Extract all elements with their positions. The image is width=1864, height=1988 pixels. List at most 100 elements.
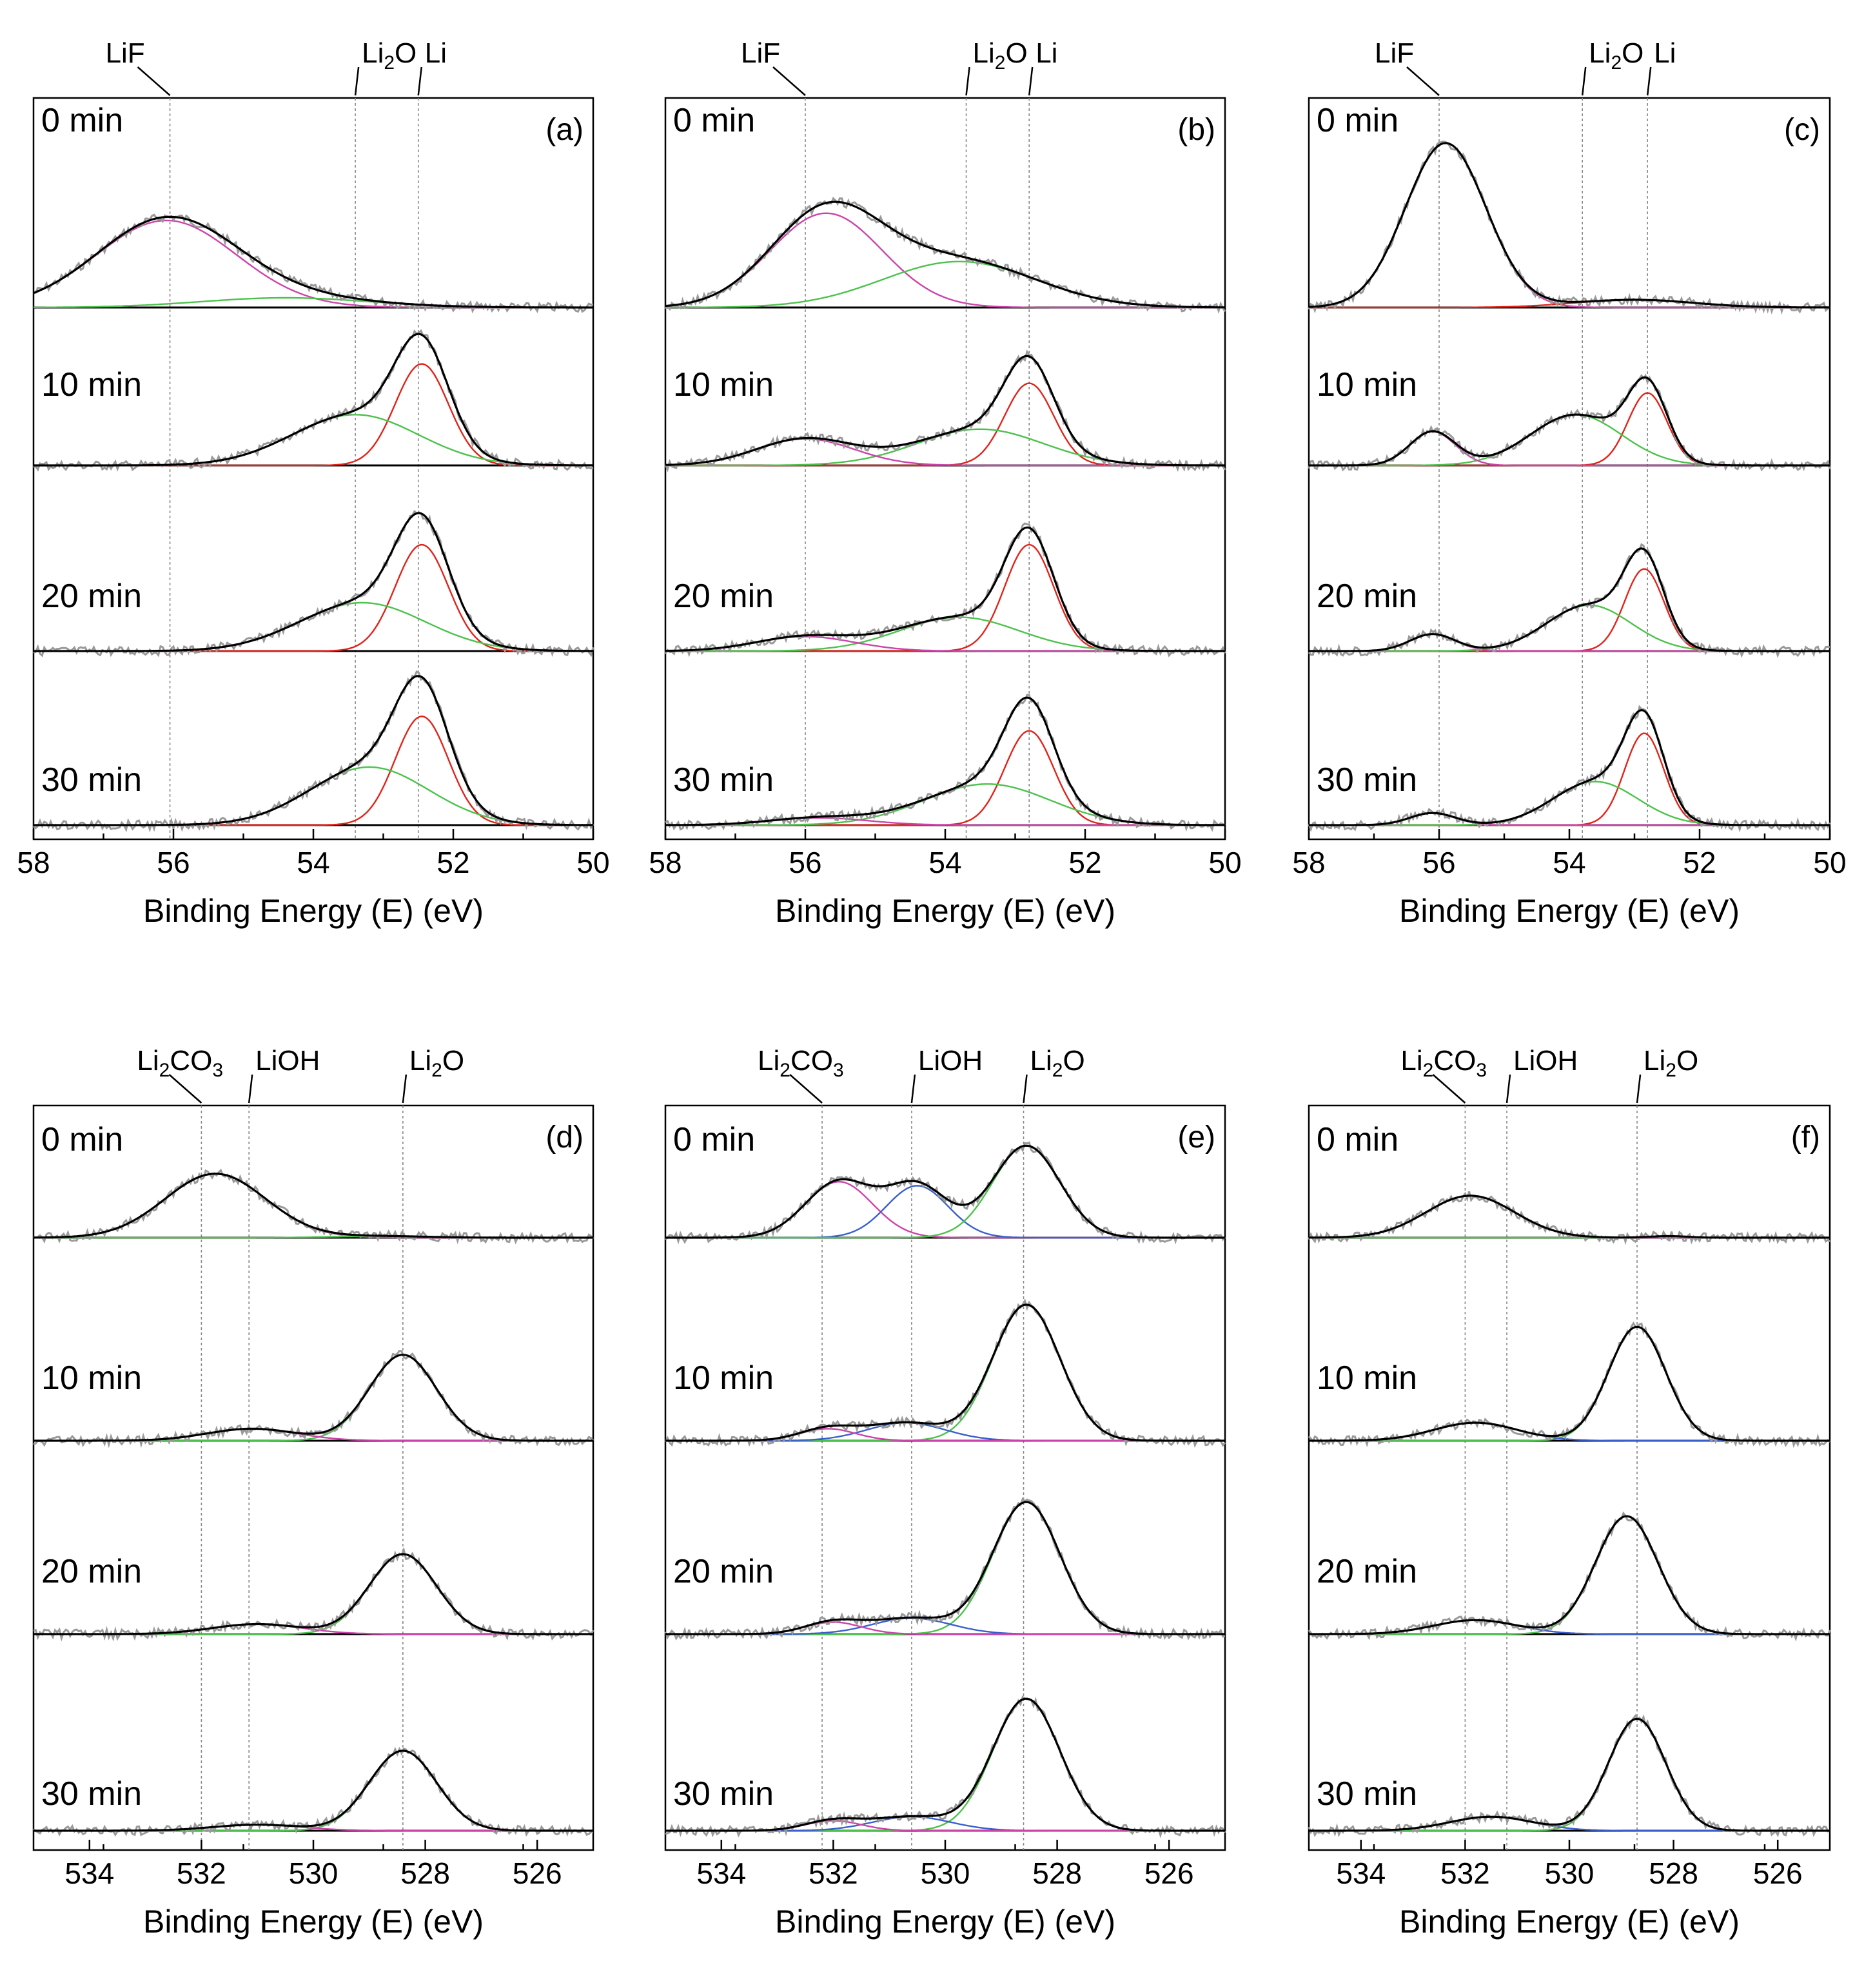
time-label: 10 min: [673, 1359, 774, 1397]
plot-frame: [1308, 97, 1831, 841]
x-tick-label: 58: [17, 846, 50, 879]
time-label: 20 min: [41, 1553, 142, 1590]
x-tick-label: 532: [1440, 1856, 1490, 1890]
spectrum-10-min: 10 min: [33, 329, 594, 472]
x-axis-label: Binding Energy (E) (eV): [775, 1904, 1115, 1940]
time-label: 10 min: [673, 366, 774, 404]
fit-envelope-line: [665, 526, 1225, 652]
reference-leader: [1581, 66, 1587, 96]
x-tick-label: 54: [1553, 846, 1585, 879]
x-tick-label: 526: [513, 1856, 562, 1890]
reference-leader: [772, 66, 806, 96]
time-label: 30 min: [673, 1775, 774, 1813]
x-axis-label: Binding Energy (E) (eV): [775, 893, 1115, 929]
fit-envelope-line: [1308, 142, 1830, 309]
reference-leader: [1023, 1074, 1028, 1104]
x-tick-label: 50: [576, 846, 609, 879]
plot-frame: [664, 1104, 1226, 1851]
fit-envelope-line: [33, 1173, 593, 1239]
reference-leader: [417, 66, 422, 96]
fit-envelope-line: [665, 1303, 1225, 1442]
plot-frame: [1308, 1104, 1831, 1851]
spectrum-10-min: 10 min: [664, 349, 1226, 473]
spectrum-10-min: 10 min: [1308, 1321, 1830, 1448]
fit-envelope-line: [665, 1501, 1225, 1635]
fit-envelope-line: [665, 355, 1225, 467]
x-tick-label: 58: [1292, 846, 1325, 879]
time-label: 20 min: [1317, 578, 1417, 615]
time-label: 30 min: [1317, 761, 1417, 799]
fit-envelope-line: [1309, 1325, 1830, 1442]
spectrum-0-min: 0 min: [664, 1121, 1226, 1245]
spectrum-20-min: 20 min: [664, 1497, 1226, 1641]
x-axis-label: Binding Energy (E) (eV): [143, 893, 484, 929]
reference-leader: [910, 1074, 916, 1104]
fit-envelope-line: [1309, 376, 1830, 467]
panel-label: (b): [1177, 113, 1215, 147]
spectrum-20-min: 20 min: [33, 509, 594, 658]
reference-label: Li: [425, 37, 447, 69]
x-tick-label: 56: [157, 846, 190, 879]
spectrum-10-min: 10 min: [1308, 366, 1831, 472]
fit-envelope-line: [34, 1749, 593, 1832]
panel-c: LiF Li2O Li (c) 0 min 10 min 20 min 30 min 58 56 5…: [1292, 37, 1846, 929]
x-tick-label: 534: [64, 1856, 114, 1890]
fit-envelope-line: [34, 1354, 593, 1442]
reference-label: Li: [1654, 37, 1676, 69]
reference-leader: [1636, 1074, 1642, 1104]
raw-data-line: [33, 329, 594, 472]
time-label: 30 min: [673, 761, 774, 799]
fit-envelope-line: [34, 512, 593, 652]
fit-envelope-line: [33, 215, 593, 309]
spectrum-0-min: 0 min: [1308, 102, 1830, 315]
time-label: 0 min: [1317, 1121, 1398, 1158]
reference-leader: [965, 66, 970, 96]
fit-envelope-line: [34, 333, 593, 467]
x-tick-label: 54: [928, 846, 961, 879]
component-Li2O: [34, 414, 593, 467]
spectrum-20-min: 20 min: [33, 1546, 594, 1642]
reference-label: Li2CO3: [137, 1045, 223, 1081]
raw-data-line: [664, 1298, 1226, 1448]
reference-leader: [1506, 1074, 1511, 1104]
raw-data-line: [33, 1168, 594, 1245]
reference-label: LiF: [1375, 37, 1414, 69]
x-tick-label: 50: [1813, 846, 1846, 879]
spectrum-30-min: 30 min: [1308, 1713, 1830, 1838]
plot-frame: [664, 97, 1226, 841]
panel-b: LiF Li2O Li (b) 0 min 10 min 20 min 30 min 58 56 5…: [649, 37, 1241, 929]
x-tick-label: 58: [649, 846, 682, 879]
time-label: 10 min: [1317, 366, 1417, 404]
reference-leader: [137, 66, 171, 96]
x-tick-label: 52: [1683, 846, 1716, 879]
panel-a: LiF Li2O Li (a) 0 min 10 min 20 min 30 min 58 56 5…: [17, 37, 609, 929]
spectrum-20-min: 20 min: [1308, 1511, 1831, 1642]
time-label: 0 min: [673, 1121, 755, 1158]
spectrum-30-min: 30 min: [665, 1695, 1226, 1838]
component-Li2CO3: [665, 1180, 1225, 1239]
time-label: 0 min: [41, 102, 123, 139]
spectrum-30-min: 30 min: [33, 670, 594, 833]
reference-leader: [168, 1074, 202, 1104]
reference-label: Li2O: [1643, 1045, 1698, 1081]
x-tick-label: 528: [1649, 1856, 1698, 1890]
x-tick-label: 50: [1208, 846, 1241, 879]
panel-f: Li2CO3 LiOH Li2O (f) 0 min 10 min 20 min 30 min…: [1308, 1045, 1831, 1940]
time-label: 20 min: [673, 578, 774, 615]
time-label: 30 min: [41, 1775, 142, 1813]
reference-leader: [1432, 1074, 1466, 1104]
x-tick-label: 52: [437, 846, 469, 879]
reference-label: LiOH: [1513, 1045, 1578, 1077]
x-tick-label: 534: [696, 1856, 746, 1890]
spectrum-10-min: 10 min: [33, 1349, 594, 1448]
fit-envelope-line: [1309, 1194, 1830, 1239]
spectrum-0-min: 0 min: [664, 102, 1226, 315]
reference-leader: [1028, 66, 1034, 96]
time-label: 20 min: [1317, 1553, 1417, 1590]
time-label: 0 min: [1317, 102, 1398, 139]
raw-data-line: [33, 1349, 594, 1448]
reference-leader: [789, 1074, 823, 1104]
fit-envelope-line: [1309, 547, 1830, 652]
fit-envelope-line: [34, 1553, 593, 1635]
fit-envelope-line: [665, 1697, 1225, 1832]
